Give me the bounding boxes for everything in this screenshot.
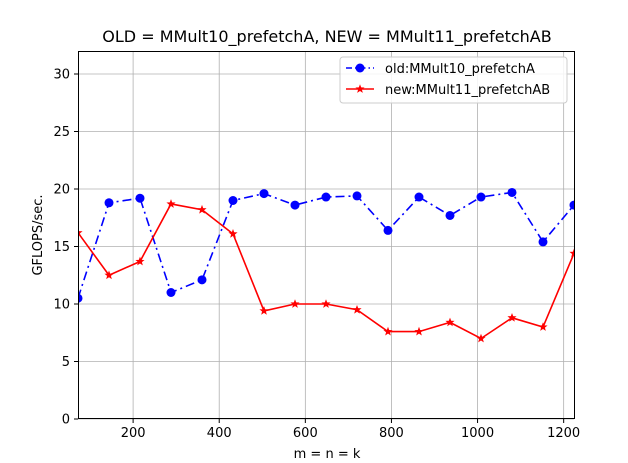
plot-frame — [78, 51, 575, 419]
data-point-new — [135, 256, 145, 266]
data-point-new — [445, 317, 455, 327]
data-point-new — [414, 326, 424, 336]
y-tick-label: 25 — [53, 125, 70, 140]
data-point-old — [414, 192, 424, 202]
data-point-new — [259, 306, 269, 315]
data-point-new — [78, 227, 83, 237]
data-point-new — [166, 199, 176, 208]
data-point-new — [197, 204, 207, 214]
data-point-old — [569, 200, 575, 210]
chart-title: OLD = MMult10_prefetchA, NEW = MMult11_p… — [102, 27, 551, 47]
legend-label-new: new:MMult11_prefetchAB — [385, 83, 550, 98]
y-axis: 0 5 10 15 20 25 30 — [53, 68, 78, 428]
data-point-old — [166, 288, 176, 297]
x-tick-label: 800 — [379, 426, 404, 441]
data-point-old — [507, 187, 517, 197]
y-tick-label: 10 — [53, 298, 70, 313]
x-tick-label: 1000 — [461, 426, 494, 441]
x-tick-label: 600 — [293, 426, 318, 441]
data-point-new — [104, 270, 114, 280]
plot-area — [78, 187, 575, 343]
data-point-old — [259, 189, 269, 199]
data-point-old — [445, 210, 455, 220]
y-tick-label: 5 — [62, 355, 70, 370]
y-tick-label: 30 — [53, 68, 70, 83]
data-point-old — [352, 191, 362, 201]
data-point-old — [104, 198, 114, 208]
legend-box — [339, 56, 568, 104]
data-point-old — [476, 192, 486, 202]
data-point-new — [476, 333, 486, 343]
y-axis-title: GFLOPS/sec. — [31, 194, 46, 275]
legend-label-old: old:MMult10_prefetchA — [385, 62, 535, 77]
data-point-old — [321, 192, 331, 202]
data-point-old — [135, 193, 145, 203]
data-point-old — [197, 275, 207, 285]
data-point-new — [352, 304, 362, 314]
x-axis-title: m = n = k — [294, 447, 361, 462]
data-point-old — [538, 237, 548, 247]
x-axis: 200 400 600 800 1000 1200 — [121, 419, 580, 441]
legend: old:MMult10_prefetchA new:MMult11_prefet… — [339, 56, 568, 104]
data-point-old — [228, 196, 238, 205]
data-point-old — [290, 200, 300, 210]
y-tick-label: 0 — [62, 413, 70, 428]
data-point-new — [507, 313, 517, 322]
data-point-new — [290, 299, 300, 308]
x-tick-label: 1200 — [547, 426, 580, 441]
data-point-new — [538, 322, 548, 331]
series-line-old — [78, 191, 575, 299]
data-point-new — [321, 299, 331, 308]
data-point-new — [228, 229, 238, 238]
data-point-new — [569, 248, 575, 258]
y-tick-label: 15 — [53, 240, 70, 255]
x-tick-label: 400 — [207, 426, 232, 441]
data-point-old — [78, 293, 83, 303]
x-tick-label: 200 — [121, 426, 146, 441]
legend-marker-new — [355, 84, 365, 93]
legend-marker-old — [355, 63, 365, 73]
series-new — [78, 199, 575, 343]
y-tick-label: 20 — [53, 183, 70, 198]
data-point-old — [383, 225, 393, 235]
series-old — [78, 187, 575, 303]
data-point-new — [383, 326, 393, 336]
